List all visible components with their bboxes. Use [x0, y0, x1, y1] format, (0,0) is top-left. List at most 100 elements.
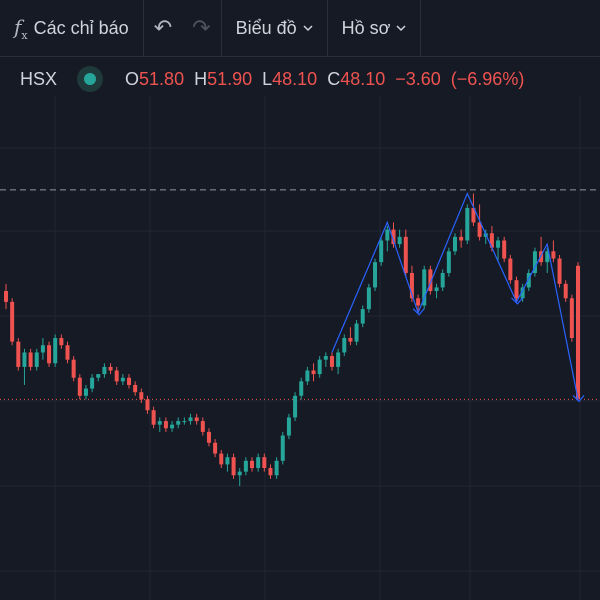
candle-body — [366, 287, 371, 310]
candle-body — [397, 236, 402, 245]
candle-body — [305, 370, 310, 382]
trend-zigzag-drawing — [331, 191, 579, 400]
chevron-down-icon — [303, 25, 313, 32]
candle-body — [323, 356, 328, 360]
indicators-group: fx Các chỉ báo — [0, 0, 144, 56]
candle-body — [440, 272, 445, 288]
candle-body — [127, 377, 132, 385]
candle-body — [508, 258, 513, 281]
candle-body — [83, 388, 88, 396]
candle-body — [114, 370, 119, 382]
candle-body — [280, 435, 285, 461]
candle-body — [59, 338, 64, 346]
candle-body — [274, 460, 279, 476]
candle-body — [219, 453, 224, 465]
candle-body — [477, 222, 482, 237]
function-icon: fx — [14, 14, 28, 42]
candle-body — [422, 269, 427, 306]
candle-body — [47, 345, 52, 364]
change-value: −3.60 — [395, 68, 441, 89]
high-value: 51.90 — [207, 68, 253, 89]
candle-body — [243, 460, 248, 472]
low-value: 48.10 — [272, 68, 318, 89]
arrowhead-icon — [572, 394, 585, 403]
high-label: H — [194, 68, 208, 89]
candle-body — [170, 424, 175, 429]
candle-body — [502, 240, 507, 259]
candle-body — [434, 287, 439, 292]
candle-body — [354, 323, 359, 342]
candle-body — [514, 280, 519, 299]
symbol-exchange[interactable]: HSX — [20, 68, 58, 89]
chart-menu-group: Biểu đồ — [222, 0, 328, 56]
open-label: O — [125, 68, 140, 89]
candle-body — [268, 468, 273, 476]
candle-body — [176, 421, 181, 425]
close-label: C — [327, 68, 341, 89]
candle-body — [329, 356, 334, 367]
candle-body — [299, 381, 304, 396]
candle-body — [409, 272, 414, 299]
candle-body — [225, 457, 230, 465]
candle-body — [163, 421, 168, 429]
candle-body — [379, 240, 384, 263]
redo-icon[interactable]: ↷ — [192, 15, 211, 40]
candle-body — [262, 457, 267, 469]
status-dot-icon — [84, 73, 97, 85]
candle-body — [551, 251, 556, 259]
candle-body — [403, 236, 408, 273]
candle-body — [293, 395, 298, 418]
indicators-button[interactable]: fx Các chỉ báo — [0, 15, 143, 42]
candle-body — [569, 298, 574, 338]
candle-body — [151, 410, 156, 425]
candle-body — [133, 384, 138, 393]
price-chart[interactable] — [0, 56, 600, 600]
candle-body — [108, 366, 113, 371]
candle-body — [452, 236, 457, 252]
candle-body — [10, 301, 15, 342]
profile-menu-button[interactable]: Hồ sơ — [328, 18, 421, 39]
candle-body — [391, 229, 396, 245]
candle-body — [53, 338, 58, 364]
indicators-label: Các chỉ báo — [33, 17, 129, 38]
candle-body — [336, 352, 341, 367]
candle-body — [16, 341, 21, 367]
candle-body — [40, 345, 45, 353]
candle-body — [231, 457, 236, 476]
candle-body — [22, 352, 27, 367]
candle-body — [360, 309, 365, 324]
candle-body — [77, 377, 82, 396]
undo-icon[interactable]: ↶ — [153, 15, 173, 40]
market-status-indicator[interactable] — [77, 66, 104, 92]
candle-body — [342, 338, 347, 353]
profile-menu-group: Hồ sơ — [328, 0, 422, 56]
arrowhead-icon — [511, 297, 523, 305]
candle-body — [557, 258, 562, 284]
candle-body — [532, 251, 537, 273]
candle-body — [428, 269, 433, 292]
candle-body — [317, 359, 322, 375]
candle-body — [157, 421, 162, 425]
chart-menu-button[interactable]: Biểu đồ — [222, 18, 327, 39]
candle-body — [145, 399, 150, 411]
candle-body — [256, 457, 261, 469]
candle-body — [373, 262, 378, 288]
candle-body — [471, 207, 476, 223]
candle-body — [545, 251, 550, 263]
candle-body — [489, 233, 494, 248]
candle-body — [250, 460, 255, 469]
top-toolbar: fx Các chỉ báo ↶ ↷ Biểu đồ Hồ sơ — [0, 0, 600, 57]
candle-body — [311, 370, 316, 375]
candle-body — [520, 287, 525, 299]
change-percent: (−6.96%) — [450, 68, 525, 89]
candle-body — [213, 442, 218, 454]
candle-body — [465, 207, 470, 241]
arrowhead-icon — [412, 308, 425, 316]
candle-body — [102, 366, 107, 375]
candle-body — [576, 265, 580, 400]
candle-body — [286, 417, 291, 436]
candle-body — [96, 374, 101, 378]
candle-body — [206, 431, 211, 443]
candle-body — [526, 272, 531, 288]
candle-body — [563, 283, 568, 299]
